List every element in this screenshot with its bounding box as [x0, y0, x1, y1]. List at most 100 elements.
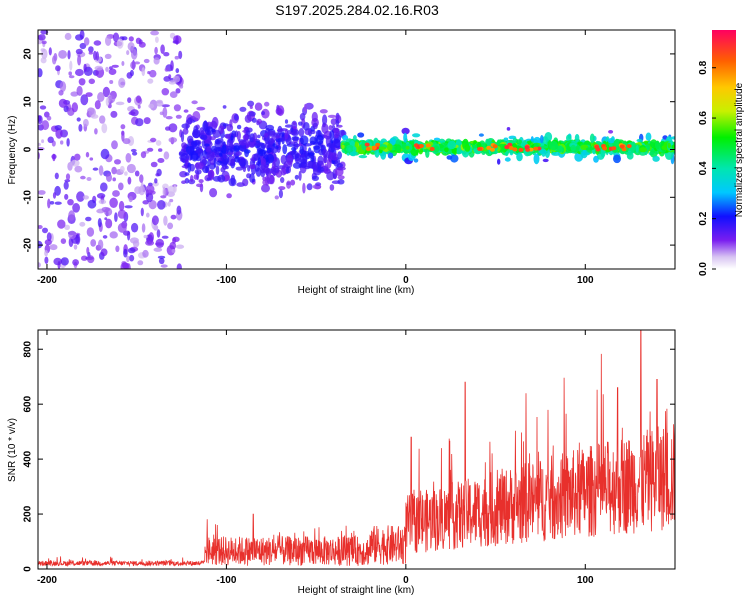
heatmap-cell [127, 97, 132, 103]
heatmap-cell [168, 123, 178, 133]
y-tick-label: 600 [23, 395, 34, 412]
heatmap-cell [59, 81, 67, 92]
heatmap-cell [219, 152, 223, 157]
snr-y-axis-label: SNR (10 * v/v) [7, 418, 18, 482]
heatmap-cell [153, 247, 163, 252]
colorbar-tick-label: 0.6 [698, 111, 709, 125]
heatmap-cell [55, 128, 63, 139]
heatmap-cell [187, 162, 192, 174]
heatmap-cell [105, 97, 110, 107]
heatmap-cell [87, 255, 95, 264]
heatmap-cell [275, 135, 281, 139]
heatmap-cell [278, 189, 283, 199]
heatmap-cell [169, 198, 174, 203]
heatmap-cell [68, 210, 75, 221]
heatmap-cell [412, 133, 421, 138]
heatmap-cell [157, 158, 165, 163]
heatmap-cell [38, 225, 43, 229]
heatmap-cell [170, 60, 174, 72]
heatmap-cell [191, 100, 198, 105]
heatmap-cell [73, 244, 78, 250]
heatmap-peak-cell [371, 145, 377, 150]
spectrogram-y-axis-label: Frequency (Hz) [7, 116, 18, 185]
heatmap-cell [68, 75, 75, 79]
heatmap-cell [589, 133, 595, 144]
heatmap-cell [194, 162, 204, 170]
heatmap-cell [192, 111, 201, 122]
heatmap-cell [39, 105, 47, 110]
heatmap-cell [93, 40, 102, 46]
heatmap-cell [60, 238, 67, 245]
heatmap-cell [80, 175, 86, 180]
heatmap-cell [234, 156, 240, 163]
heatmap-cell [282, 144, 288, 155]
heatmap-cell [41, 139, 45, 144]
heatmap-cell [121, 36, 128, 41]
heatmap-cell [97, 208, 103, 213]
heatmap-cell [652, 155, 660, 162]
heatmap-cell [322, 114, 328, 126]
heatmap-cell [292, 122, 296, 125]
heatmap-cell [142, 249, 149, 258]
heatmap-cell [127, 136, 135, 146]
y-tick-label: 0 [23, 146, 34, 152]
heatmap-cell [53, 257, 62, 266]
heatmap-cell [118, 200, 125, 212]
heatmap-cell [300, 161, 308, 168]
y-tick-label: 10 [23, 96, 34, 108]
heatmap-cell [516, 152, 523, 162]
heatmap-cell [262, 167, 271, 174]
heatmap-cell [337, 166, 346, 171]
heatmap-cell [280, 154, 287, 165]
heatmap-cell [52, 55, 57, 65]
heatmap-cell [66, 138, 70, 147]
heatmap-cell [193, 125, 199, 136]
heatmap-cell [298, 170, 302, 181]
heatmap-cell [124, 205, 133, 209]
heatmap-cell [472, 144, 478, 149]
heatmap-cell [353, 135, 357, 141]
heatmap-cell [444, 147, 449, 153]
heatmap-cell [389, 138, 396, 146]
heatmap-cell [129, 254, 135, 262]
heatmap-cell [127, 42, 135, 51]
heatmap-cell [331, 180, 341, 184]
heatmap-cell [342, 134, 349, 141]
heatmap-cell [116, 38, 124, 49]
heatmap-cell [163, 76, 171, 82]
heatmap-cell [305, 161, 315, 169]
heatmap-cell [413, 158, 419, 163]
heatmap-cell [655, 140, 660, 150]
heatmap-cell [180, 131, 185, 143]
heatmap-cell [79, 221, 86, 227]
heatmap-cell [154, 178, 158, 184]
heatmap-cell [161, 104, 170, 108]
heatmap-cell [608, 143, 613, 147]
heatmap-cell [69, 60, 73, 71]
heatmap-cell [102, 235, 108, 239]
colorbar-label: Normalized spectral amplitude [734, 82, 745, 217]
heatmap-cell [181, 142, 187, 149]
heatmap-cell [135, 95, 142, 103]
heatmap-cell [153, 57, 160, 65]
heatmap-peak-cell [490, 147, 495, 152]
heatmap-cell [530, 136, 534, 143]
heatmap-cell [340, 130, 345, 137]
heatmap-cell [311, 175, 319, 181]
heatmap-cell [291, 129, 300, 137]
heatmap-cell [613, 154, 621, 164]
heatmap-cell [147, 78, 154, 84]
heatmap-cell [630, 141, 636, 151]
heatmap-cell [257, 134, 261, 139]
y-tick-label: 400 [23, 450, 34, 467]
heatmap-cell [258, 149, 267, 155]
heatmap-cell [72, 203, 80, 213]
heatmap-cell [54, 185, 61, 196]
heatmap-cell [160, 264, 168, 268]
heatmap-cell [433, 145, 440, 153]
heatmap-cell [141, 223, 146, 233]
heatmap-cell [280, 167, 287, 176]
heatmap-cell [138, 41, 146, 48]
heatmap-peak-cell [595, 147, 601, 152]
colorbar [712, 30, 736, 269]
